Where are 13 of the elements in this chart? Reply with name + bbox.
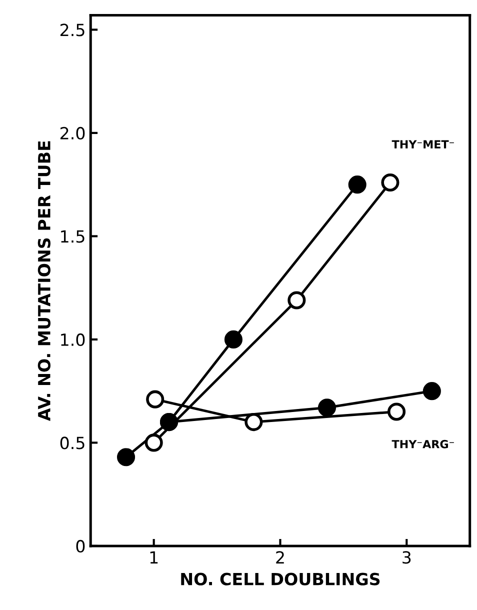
- x-tick-label: 2: [276, 551, 284, 564]
- y-tick-label: 2.0: [60, 126, 85, 140]
- x-tick-label: 1: [150, 551, 158, 564]
- y-tick-label: 0: [76, 540, 85, 553]
- x-axis-title: NO. CELL DOUBLINGS: [181, 572, 380, 586]
- y-tick-label: 0.5: [60, 436, 84, 450]
- y-tick-label: 1.5: [61, 230, 84, 243]
- y-axis-title: AV. NO. MUTATIONS PER TUBE: [38, 141, 50, 422]
- annotation: THY⁻MET⁻: [392, 140, 454, 148]
- y-tick-label: 2.5: [60, 24, 84, 36]
- x-tick-label: 3: [402, 551, 411, 564]
- y-tick-label: 1.0: [61, 333, 85, 346]
- annotation: THY⁻ARG⁻: [392, 440, 454, 448]
